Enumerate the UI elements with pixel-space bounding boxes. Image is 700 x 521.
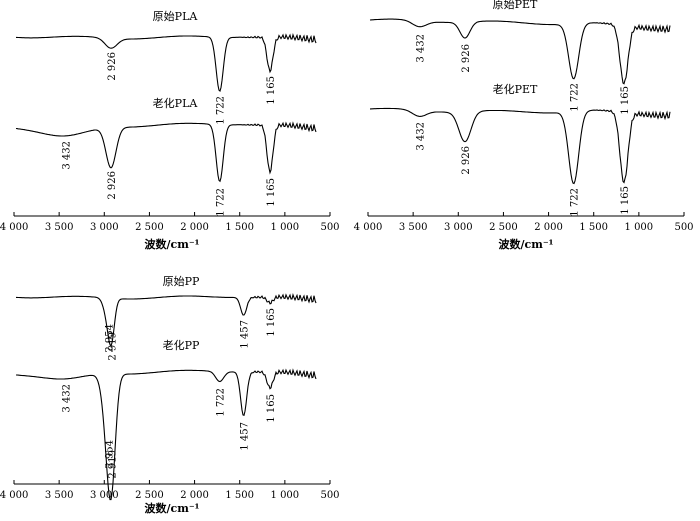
x-tick-label: 3 000	[90, 490, 119, 501]
peak-label: 2 919	[108, 332, 119, 361]
x-tick-label: 2 000	[180, 222, 209, 233]
x-tick-label: 1 000	[271, 490, 300, 501]
x-tick-label: 2 500	[135, 222, 164, 233]
x-tick-label: 3 500	[45, 490, 74, 501]
spectrum-trace-2	[16, 368, 317, 501]
peak-label: 1 165	[266, 178, 277, 207]
x-tick-label: 1 500	[579, 222, 608, 233]
x-tick-label: 2 500	[135, 490, 164, 501]
x-tick-label: 2 000	[534, 222, 563, 233]
peak-label: 2 926	[461, 146, 472, 175]
x-axis-title: 波数/cm⁻¹	[145, 501, 200, 515]
peak-label: 2 919	[108, 450, 119, 479]
trace-label: 老化PLA	[153, 96, 199, 110]
spectrum-trace-1	[369, 18, 671, 85]
peak-label: 1 722	[570, 83, 581, 112]
x-tick-label: 4 000	[354, 222, 383, 233]
peak-label: 2 926	[107, 52, 118, 81]
peak-label: 2 954	[104, 324, 115, 353]
peak-label: 1 722	[216, 188, 227, 217]
trace-label: 原始PLA	[153, 9, 199, 23]
peak-label: 2 926	[461, 44, 472, 73]
peak-label: 2 954	[104, 440, 115, 469]
trace-label: 老化PET	[493, 82, 538, 96]
x-tick-label: 1 500	[225, 490, 254, 501]
peak-label: 1 165	[266, 308, 277, 337]
chart-panel-3: 4 000 3 500 3 000 2 500 2 000 1 500 1 000 500 波数…	[0, 274, 340, 515]
peak-label: 3 432	[61, 141, 72, 170]
peak-label: 2 926	[107, 171, 118, 200]
trace-label-background	[145, 9, 205, 23]
x-tick-label: 1 000	[271, 222, 300, 233]
peak-label: 1 165	[266, 76, 277, 105]
x-axis-title: 波数/cm⁻¹	[145, 237, 200, 251]
spectrum-trace-1	[16, 33, 317, 92]
x-tick-label: 3 000	[90, 222, 119, 233]
x-tick-label: 500	[674, 222, 693, 233]
x-tick-label: 4 000	[0, 222, 28, 233]
x-tick-label: 3 500	[45, 222, 74, 233]
trace-label-background	[145, 96, 205, 110]
peak-label: 3 432	[415, 122, 426, 151]
peak-label: 1 165	[620, 186, 631, 215]
x-axis-title: 波数/cm⁻¹	[499, 237, 554, 251]
trace-label: 老化PP	[163, 338, 200, 352]
peak-label: 1 722	[216, 96, 227, 125]
trace-label: 原始PET	[493, 0, 538, 11]
x-tick-label: 1 500	[225, 222, 254, 233]
x-tick-label: 500	[320, 222, 339, 233]
spectrum-trace-2	[15, 121, 317, 183]
trace-label-background	[485, 0, 545, 11]
x-tick-label: 3 500	[399, 222, 428, 233]
trace-label-background	[157, 338, 205, 352]
chart-panel-2: 4 000 3 500 3 000 2 500 2 000 1 500 1 000 500 波数…	[354, 0, 694, 251]
trace-label-background	[485, 82, 545, 96]
x-tick-label: 2 000	[180, 490, 209, 501]
spectrum-trace-1	[16, 293, 317, 347]
trace-label-background	[157, 274, 205, 288]
peak-label: 1 457	[240, 320, 251, 349]
peak-label: 1 165	[266, 394, 277, 423]
peak-label: 1 457	[240, 422, 251, 451]
spectrum-trace-2	[370, 107, 671, 185]
x-tick-label: 4 000	[0, 490, 28, 501]
x-tick-label: 500	[320, 490, 339, 501]
peak-label: 1 722	[216, 388, 227, 417]
peak-label: 3 432	[61, 384, 72, 413]
x-tick-label: 2 500	[489, 222, 518, 233]
x-tick-label: 1 000	[625, 222, 654, 233]
peak-label: 3 432	[415, 34, 426, 63]
peak-label: 1 722	[570, 188, 581, 217]
chart-panel-1: 4 000 3 500 3 000 2 500 2 000 1 500 1 000 500 波数…	[0, 9, 340, 251]
peak-label: 1 165	[620, 86, 631, 115]
x-tick-label: 3 000	[444, 222, 473, 233]
trace-label: 原始PP	[163, 274, 200, 288]
